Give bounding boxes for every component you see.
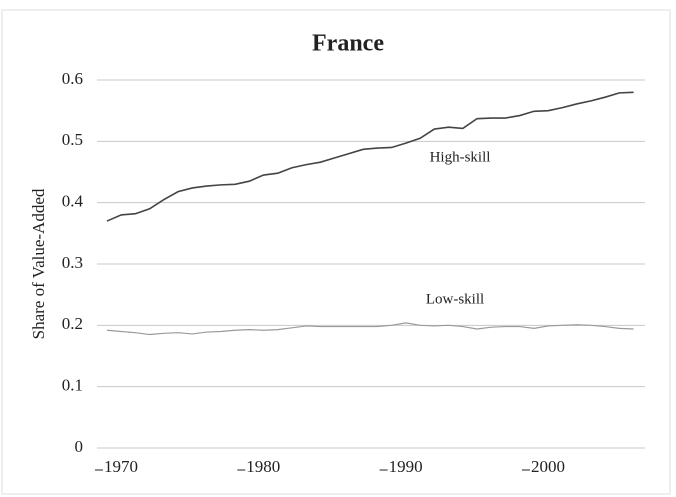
y-axis-label: Share of Value-Added: [29, 188, 48, 339]
chart-frame: [1, 9, 671, 495]
series-line: [106, 322, 634, 336]
y-tick-label: 0.1: [62, 376, 83, 395]
x-tick-label: 1980: [246, 457, 280, 476]
x-tick-label: 1990: [389, 457, 423, 476]
x-tick-label: 2000: [531, 457, 565, 476]
y-tick-label: 0.6: [62, 69, 83, 88]
series-label: High-skill: [430, 149, 491, 165]
y-tick-label: 0: [75, 437, 84, 456]
y-tick-label: 0.4: [62, 192, 84, 211]
y-tick-label: 0.2: [62, 314, 83, 333]
chart-title: France: [312, 31, 384, 57]
series-line: [106, 91, 634, 222]
y-tick-label: 0.5: [62, 130, 83, 149]
x-tick-label: 1970: [104, 457, 138, 476]
y-tick-label: 0.3: [62, 253, 83, 272]
series-label: Low-skill: [426, 291, 484, 307]
